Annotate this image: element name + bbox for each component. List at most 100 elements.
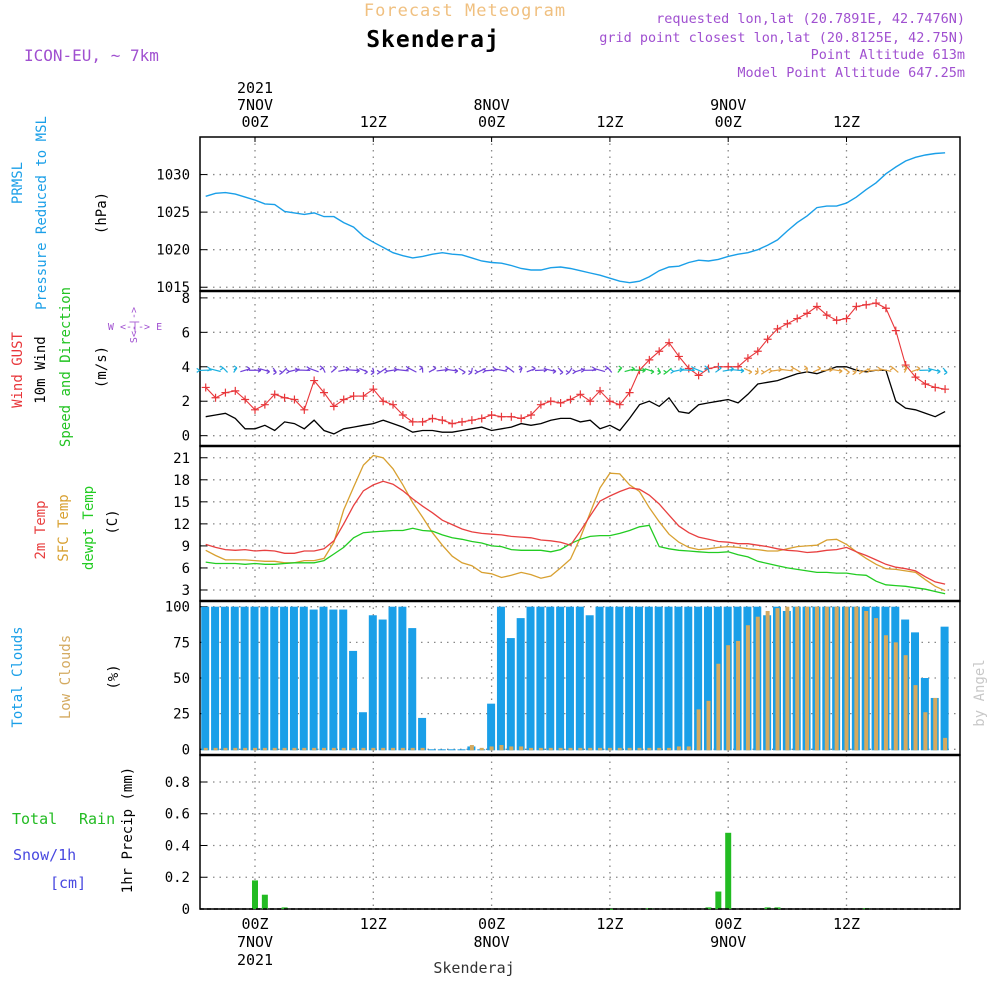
low-cloud-bar (903, 655, 908, 751)
low-cloud-bar (391, 747, 396, 751)
gust-marker (458, 417, 467, 426)
wind-direction-arrow (803, 365, 808, 373)
time-label-bottom: 00Z (241, 915, 268, 933)
low-cloud-bar (716, 663, 721, 751)
wind-compass: S<-|-> W <-|-> E (108, 307, 162, 343)
time-label-bottom: 00Z (478, 915, 505, 933)
gust-marker (310, 376, 319, 385)
low-cloud-bar (745, 625, 750, 751)
total-cloud-bar (398, 606, 407, 751)
wind-direction-arrow (419, 365, 424, 373)
low-cloud-bar (203, 747, 208, 751)
gust-marker (359, 392, 368, 401)
low-cloud-bar (824, 606, 829, 751)
low-cloud-bar (696, 709, 701, 751)
low-cloud-bar (736, 640, 741, 751)
time-label-bottom: 2021 (237, 951, 273, 969)
low-cloud-bar (637, 747, 642, 751)
low-cloud-bar (351, 747, 356, 751)
label-pressure-msl: Pressure Reduced to MSL (34, 116, 50, 310)
wind-direction-arrow (760, 367, 772, 375)
gust-marker (832, 316, 841, 325)
gust-marker (586, 397, 595, 406)
y-tick-label: 9 (182, 539, 190, 555)
low-cloud-bar (469, 745, 474, 751)
y-tick-label: 75 (173, 635, 190, 651)
total-cloud-bar (703, 606, 712, 751)
low-cloud-bar (854, 606, 859, 751)
gust-marker (812, 302, 821, 311)
gust-marker (329, 402, 338, 411)
gust-marker (389, 400, 398, 409)
gust-marker (852, 302, 861, 311)
compass-west-east: W <-|-> E (108, 322, 162, 333)
time-label-top: 12Z (596, 113, 623, 131)
total-cloud-bar (358, 712, 367, 751)
wind-direction-arrow (657, 367, 662, 376)
wind-direction-arrow (910, 366, 921, 373)
y-tick-label: 21 (173, 451, 190, 467)
time-label-top: 2021 (237, 79, 273, 97)
label-10m-wind: 10m Wind (33, 336, 49, 403)
y-tick-label: 0.2 (165, 870, 190, 886)
total-cloud-bar (289, 606, 298, 751)
y-tick-label: 50 (173, 671, 190, 687)
low-cloud-bar (706, 700, 711, 751)
gust-marker (793, 314, 802, 323)
total-cloud-bar (201, 606, 210, 751)
credit: by Angel (972, 659, 988, 726)
footer-location: Skenderaj (433, 959, 514, 977)
temp-2m-line (205, 480, 946, 585)
panel-frame (199, 290, 961, 447)
wind-direction-arrow (492, 366, 508, 372)
wind-direction-arrow (505, 365, 515, 373)
gust-marker (231, 386, 240, 395)
label-cm: [cm] (50, 874, 86, 892)
wind-direction-arrow (219, 365, 229, 373)
gust-marker (201, 383, 210, 392)
gust-marker (280, 393, 289, 402)
low-cloud-bar (519, 746, 524, 751)
wind-direction-arrow (565, 367, 573, 376)
gust-marker (734, 362, 743, 371)
requested-coords: requested lon,lat (20.7891E, 42.7476N) (656, 11, 965, 27)
gust-marker (517, 414, 526, 423)
time-label-bottom: 12Z (596, 915, 623, 933)
panel-2: 3 6 9 12 15 18 21 (173, 445, 961, 602)
total-cloud-bar (605, 606, 614, 751)
wind-direction-arrow (474, 367, 486, 375)
y-tick-label: 100 (165, 600, 190, 616)
total-cloud-bar (634, 606, 643, 751)
low-cloud-bar (667, 747, 672, 751)
wind-direction-arrow (428, 365, 437, 373)
label-percent: (%) (106, 664, 122, 689)
wind-direction-arrow (319, 365, 326, 373)
total-cloud-bar (487, 703, 496, 751)
low-cloud-bar (647, 747, 652, 751)
low-cloud-bar (272, 747, 277, 751)
rain-bar (705, 907, 712, 909)
total-cloud-bar (447, 749, 456, 751)
total-cloud-bar (556, 606, 565, 751)
total-cloud-bar (319, 606, 328, 751)
wind-direction-arrow (831, 368, 843, 374)
low-cloud-bar (410, 747, 415, 751)
y-tick-label: 18 (173, 473, 190, 489)
panel-1: 0 2 4 6 8 (182, 290, 961, 447)
total-cloud-bar (220, 606, 229, 751)
time-label-bottom: 12Z (360, 915, 387, 933)
gust-marker (467, 416, 476, 425)
total-cloud-bar (230, 606, 239, 751)
total-cloud-bar (378, 619, 387, 751)
total-cloud-bar (418, 717, 427, 751)
gust-marker (428, 414, 437, 423)
low-cloud-bar (509, 746, 514, 751)
low-cloud-bar (558, 747, 563, 751)
total-cloud-bar (546, 606, 555, 751)
gust-marker (270, 390, 279, 399)
gust-marker (527, 411, 536, 419)
compass-north-line: S<-|-> (129, 307, 140, 343)
gust-marker (339, 395, 348, 404)
gust-marker (566, 395, 575, 404)
gust-marker (349, 392, 358, 401)
